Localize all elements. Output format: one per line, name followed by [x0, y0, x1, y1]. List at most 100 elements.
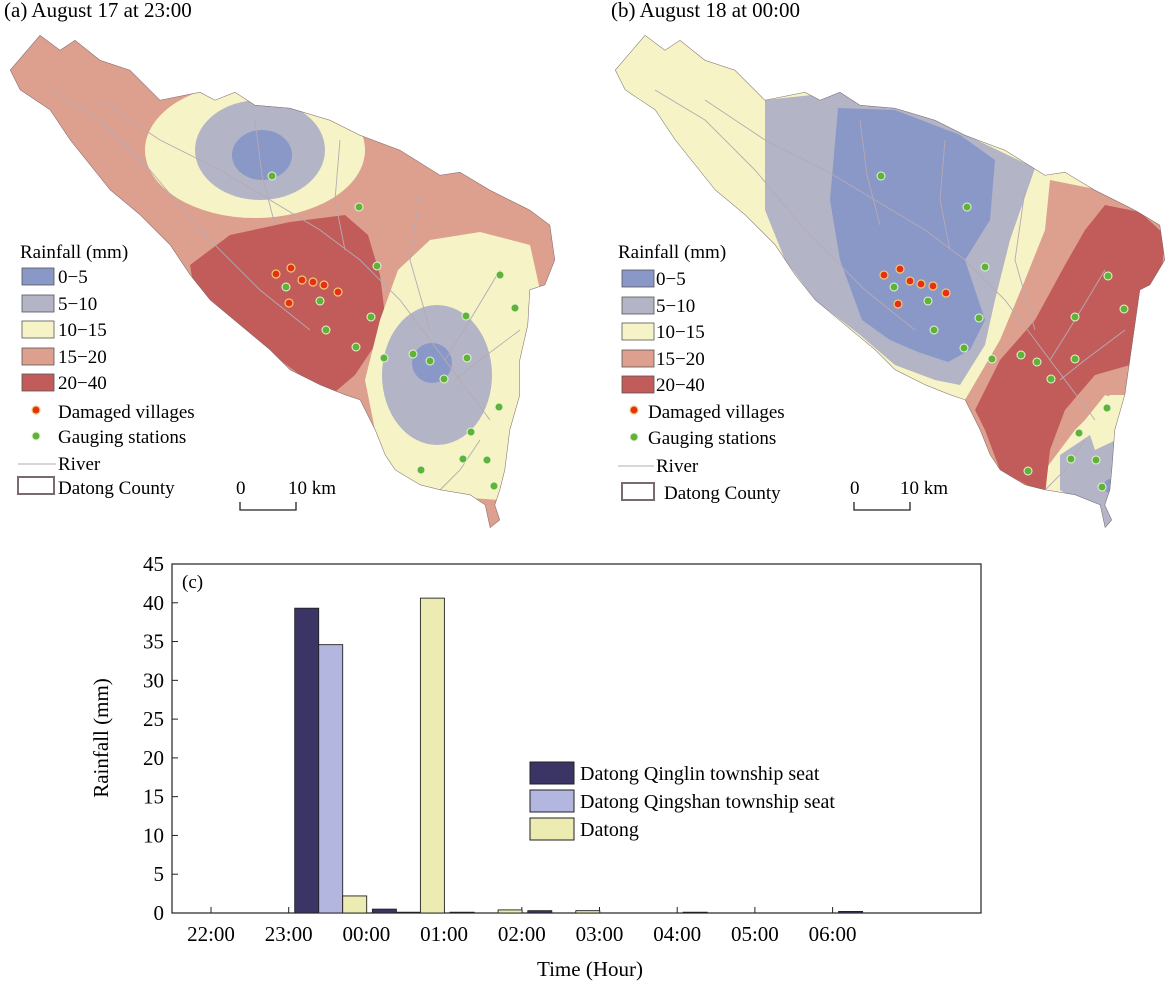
- legend-damaged-label: Damaged villages: [648, 402, 785, 423]
- legend-damaged-marker: [31, 405, 41, 415]
- damaged-village: [271, 269, 281, 279]
- legend-bin-label: 10−15: [58, 320, 107, 341]
- chart-legend: Datong Qinglin township seat Datong Qings…: [529, 761, 835, 841]
- panel-b-title: (b) August 18 at 00:00: [611, 0, 800, 22]
- panel-b-legend: Rainfall (mm) 0−5 5−10 10−15 15−20 20−40…: [618, 242, 785, 504]
- legend-gauging-label: Gauging stations: [648, 428, 776, 449]
- x-tick-label: 03:00: [576, 922, 624, 946]
- panel-b: (b) August 18 at 00:00: [611, 0, 1165, 528]
- legend-swatch-5-10: [621, 296, 655, 315]
- y-tick-label: 35: [143, 630, 164, 654]
- legend-swatch: [529, 789, 575, 813]
- gauging-station: [876, 171, 886, 181]
- bar: [342, 895, 368, 914]
- damaged-village: [308, 277, 318, 287]
- y-tick-label: 15: [143, 785, 164, 809]
- legend-county-label: Datong County: [58, 478, 175, 499]
- gauging-station: [962, 202, 972, 212]
- scale-bar-line: [853, 502, 911, 511]
- damaged-village: [297, 275, 307, 285]
- bar: [527, 910, 553, 914]
- x-tick-label: 05:00: [731, 922, 779, 946]
- y-tick-label: 40: [143, 591, 164, 615]
- gauging-station: [408, 349, 418, 359]
- x-tick-label: 06:00: [809, 922, 857, 946]
- gauging-station: [466, 427, 476, 437]
- map-b-zone-5-10-south: [1060, 430, 1115, 528]
- legend-bin-label: 10−15: [656, 322, 705, 343]
- gauging-station: [439, 374, 449, 384]
- legend-label: Datong: [580, 819, 639, 841]
- legend-bin-label: 5−10: [656, 296, 695, 317]
- legend-label: Datong Qinglin township seat: [580, 763, 820, 785]
- gauging-station: [1032, 357, 1042, 367]
- damaged-village: [319, 280, 329, 290]
- gauging-station: [923, 296, 933, 306]
- gauging-station: [461, 311, 471, 321]
- gauging-station: [889, 282, 899, 292]
- legend-damaged-label: Damaged villages: [58, 402, 195, 423]
- gauging-station: [980, 262, 990, 272]
- legend-bin-label: 0−5: [58, 267, 88, 288]
- map-a-county-boundary: [10, 35, 555, 528]
- legend-gauging-label: Gauging stations: [58, 427, 186, 448]
- y-tick-label: 30: [143, 668, 164, 692]
- gauging-station: [315, 296, 325, 306]
- gauging-station: [458, 454, 468, 464]
- legend-label: Datong Qingshan township seat: [580, 791, 835, 813]
- legend-swatch-5-10: [21, 294, 55, 313]
- scale-zero: 0: [850, 478, 860, 499]
- bar: [838, 910, 864, 914]
- damaged-village: [895, 264, 905, 274]
- gauging-station: [354, 202, 364, 212]
- legend-swatch: [529, 761, 575, 785]
- legend-swatch-0-5: [621, 269, 655, 288]
- bar: [449, 911, 475, 914]
- map-a-zone-0-5-north: [232, 130, 292, 180]
- scale-zero: 0: [236, 478, 246, 499]
- gauging-station: [321, 325, 331, 335]
- x-tick-label: 01:00: [420, 922, 468, 946]
- scale-end: 10 km: [900, 478, 948, 499]
- gauging-station: [1074, 428, 1084, 438]
- y-axis: 0 5 10 15 20 25 30 35 40 45: [143, 552, 178, 925]
- gauging-station: [416, 465, 426, 475]
- bar: [371, 908, 397, 914]
- x-tick-label: 00:00: [342, 922, 390, 946]
- damaged-village: [286, 263, 296, 273]
- legend-swatch: [529, 817, 575, 841]
- gauging-station: [1016, 350, 1026, 360]
- damaged-village: [284, 298, 294, 308]
- legend-heading: Rainfall (mm): [618, 242, 726, 263]
- gauging-station: [987, 354, 997, 364]
- y-tick-label: 25: [143, 707, 164, 731]
- panel-a-title: (a) August 17 at 23:00: [4, 0, 192, 22]
- map-a-rivers: [49, 89, 521, 491]
- legend-county-swatch: [621, 482, 655, 501]
- legend-swatch-10-15: [621, 322, 655, 341]
- legend-gauging-marker: [629, 432, 639, 442]
- y-tick-label: 0: [154, 901, 165, 925]
- legend-bin-label: 0−5: [656, 269, 686, 290]
- damaged-village: [916, 279, 926, 289]
- bar: [294, 607, 320, 914]
- x-tick-label: 22:00: [187, 922, 235, 946]
- gauging-station: [1091, 455, 1101, 465]
- legend-heading: Rainfall (mm): [20, 242, 128, 263]
- gauging-station: [1070, 312, 1080, 322]
- x-tick-label: 23:00: [265, 922, 313, 946]
- y-tick-label: 5: [154, 862, 165, 886]
- map-b-zone-0-5: [830, 108, 995, 362]
- y-axis-title: Rainfall (mm): [89, 678, 113, 798]
- gauging-station: [510, 303, 520, 313]
- gauging-station: [366, 312, 376, 322]
- x-tick-label: 04:00: [653, 922, 701, 946]
- gauging-station: [959, 343, 969, 353]
- legend-swatch-20-40: [21, 373, 55, 392]
- bars: [294, 597, 864, 914]
- map-b-damaged-villages: [879, 264, 951, 309]
- gauging-station: [281, 282, 291, 292]
- y-tick-label: 10: [143, 823, 164, 847]
- map-b-gauging-stations: [876, 171, 1129, 492]
- damaged-village: [928, 281, 938, 291]
